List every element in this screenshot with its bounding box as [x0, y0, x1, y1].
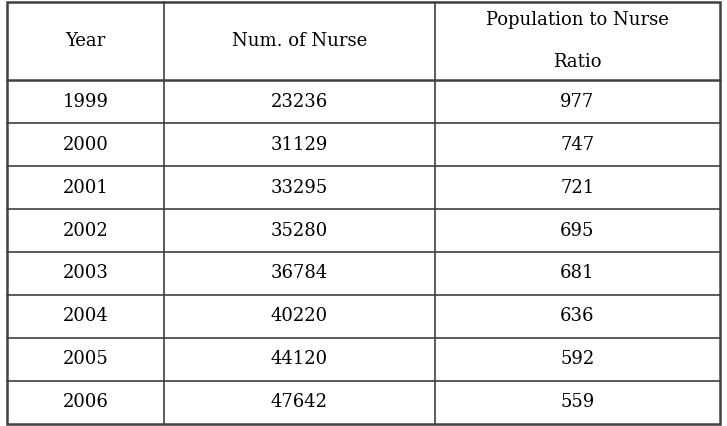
Text: 681: 681: [560, 265, 595, 282]
Text: 2004: 2004: [63, 308, 108, 325]
Text: 44120: 44120: [271, 351, 328, 368]
Text: 33295: 33295: [270, 178, 328, 196]
Text: 2002: 2002: [63, 222, 108, 239]
Text: Year: Year: [65, 32, 105, 50]
Text: 559: 559: [560, 393, 595, 412]
Text: 35280: 35280: [270, 222, 328, 239]
Text: Num. of Nurse: Num. of Nurse: [232, 32, 367, 50]
Text: 721: 721: [560, 178, 595, 196]
Text: 36784: 36784: [270, 265, 328, 282]
Text: 977: 977: [560, 92, 595, 111]
Text: Population to Nurse

Ratio: Population to Nurse Ratio: [486, 12, 669, 71]
Text: 23236: 23236: [270, 92, 328, 111]
Text: 2003: 2003: [63, 265, 108, 282]
Text: 31129: 31129: [270, 135, 328, 154]
Text: 695: 695: [560, 222, 595, 239]
Text: 2005: 2005: [63, 351, 108, 368]
Text: 1999: 1999: [63, 92, 108, 111]
Text: 2000: 2000: [63, 135, 108, 154]
Text: 592: 592: [560, 351, 595, 368]
Text: 40220: 40220: [271, 308, 328, 325]
Text: 2006: 2006: [63, 393, 108, 412]
Text: 47642: 47642: [271, 393, 328, 412]
Text: 747: 747: [561, 135, 594, 154]
Text: 2001: 2001: [63, 178, 108, 196]
Text: 636: 636: [560, 308, 595, 325]
